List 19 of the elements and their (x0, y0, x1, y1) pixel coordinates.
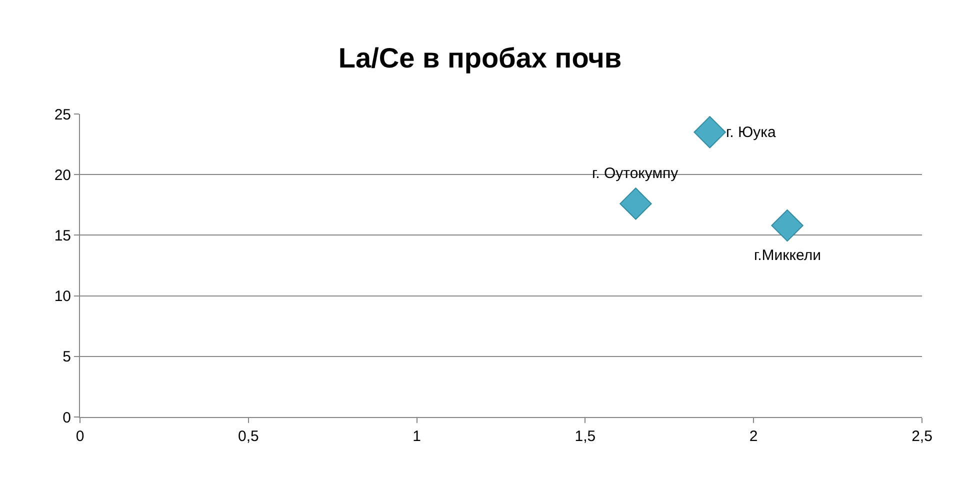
chart-title: La/Ce в пробах почв (338, 42, 622, 74)
annotation: г.Миккели (754, 247, 821, 264)
annotation: г. Юука (726, 124, 777, 141)
annotation: г. Оутокумпу (592, 165, 679, 182)
y-tick-label: 5 (62, 348, 71, 366)
x-tick-label: 2 (749, 428, 758, 445)
y-tick-label: 20 (54, 166, 71, 184)
x-tick-label: 1,5 (574, 428, 596, 445)
y-tick-label: 25 (54, 106, 71, 124)
y-tick-label: 10 (54, 288, 71, 306)
x-tick-label: 1 (412, 428, 421, 445)
point (620, 188, 652, 220)
y-tick-label: 0 (62, 409, 71, 426)
x-tick-label: 2,5 (912, 428, 932, 445)
point (771, 209, 804, 242)
y-tick-label: 15 (54, 227, 71, 244)
x-tick-label: 0,5 (238, 428, 259, 445)
point (694, 116, 726, 148)
x-tick-label: 0 (76, 428, 84, 445)
